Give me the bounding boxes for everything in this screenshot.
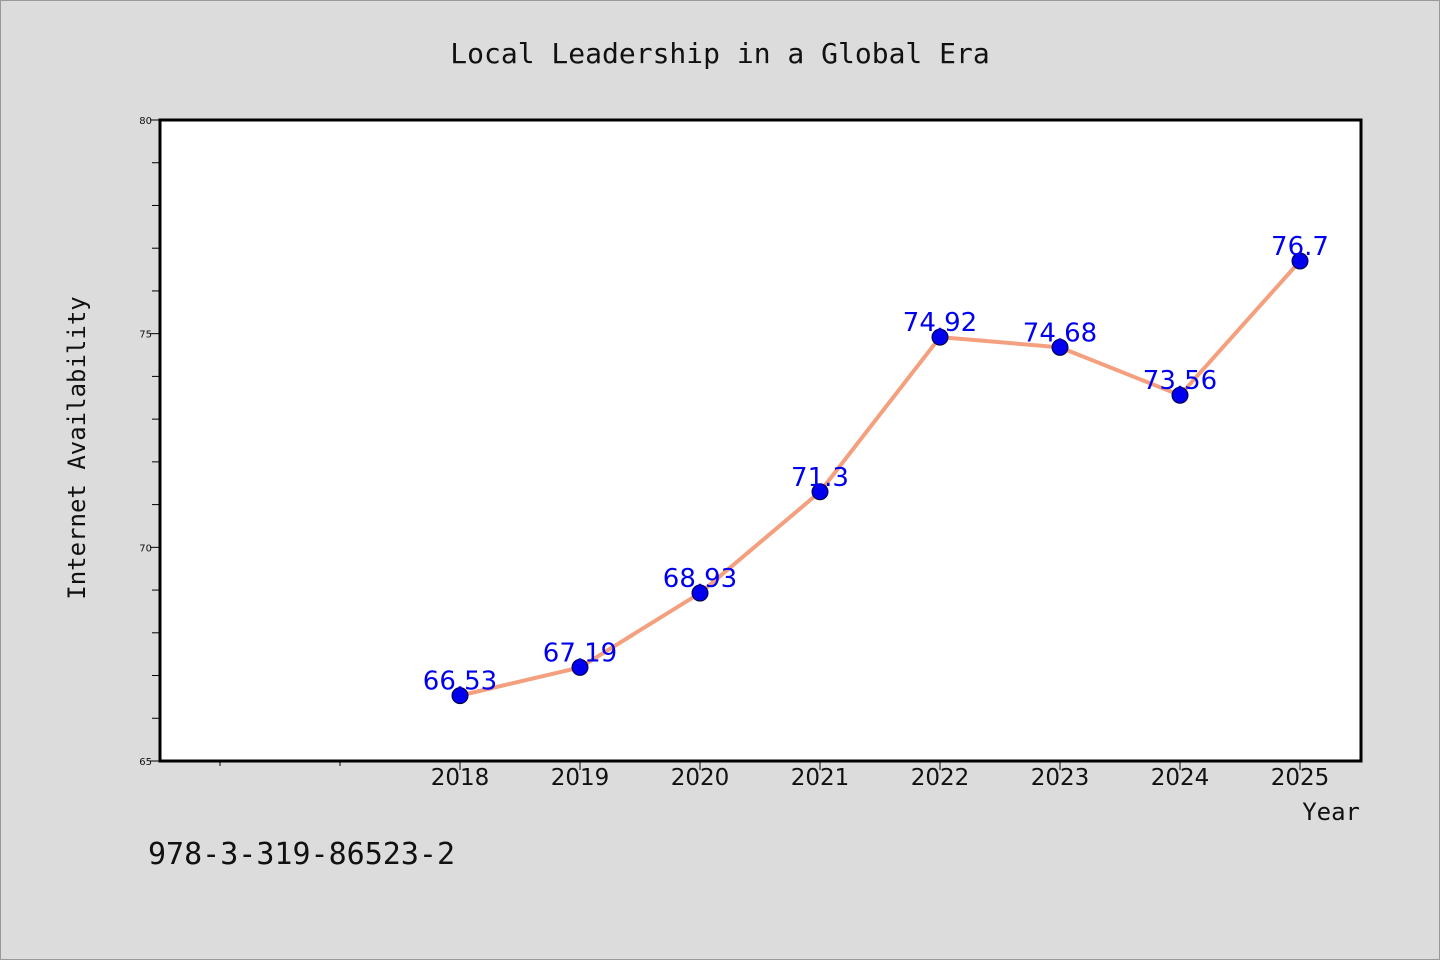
y-axis: 65 70 75 80 xyxy=(139,116,160,768)
x-tick-label: 2021 xyxy=(791,765,850,791)
data-point xyxy=(691,584,709,602)
data-label: 71.3 xyxy=(791,463,849,493)
x-tick-label: 2019 xyxy=(551,765,610,791)
data-label: 67.19 xyxy=(543,638,617,668)
x-tick-label: 2023 xyxy=(1031,765,1090,791)
data-label: 68.93 xyxy=(663,564,737,594)
series-line xyxy=(458,259,1302,698)
data-point xyxy=(571,658,589,676)
data-point xyxy=(1051,338,1069,356)
isbn-footer: 978-3-319-86523-2 xyxy=(148,837,455,872)
data-label: 76.7 xyxy=(1271,232,1329,262)
y-axis-title: Internet Availability xyxy=(63,296,91,599)
y-tick-label: 80 xyxy=(139,116,152,127)
data-label: 74.92 xyxy=(903,308,977,338)
data-point xyxy=(1291,252,1309,270)
data-label: 73.56 xyxy=(1143,366,1217,396)
x-axis-title: Year xyxy=(1302,798,1360,826)
data-point xyxy=(811,483,829,501)
data-point xyxy=(1171,386,1189,404)
y-tick-label: 65 xyxy=(139,757,152,768)
x-tick-label: 2020 xyxy=(671,765,730,791)
data-label: 66.53 xyxy=(423,667,497,697)
x-tick-label: 2022 xyxy=(911,765,970,791)
data-point xyxy=(451,687,469,705)
x-tick-label: 2025 xyxy=(1271,765,1330,791)
plot-area xyxy=(158,118,1363,763)
data-label: 74.68 xyxy=(1023,318,1097,348)
x-tick-label: 2018 xyxy=(431,765,490,791)
data-point xyxy=(931,328,949,346)
x-axis: 2018 2019 2020 2021 2022 2023 2024 2025 xyxy=(219,761,1330,791)
y-tick-label: 70 xyxy=(139,543,152,554)
chart-title: Local Leadership in a Global Era xyxy=(450,37,989,70)
y-tick-label: 75 xyxy=(139,330,152,341)
x-tick-label: 2024 xyxy=(1151,765,1210,791)
series-layer: 66.53 67.19 68.93 71.3 74.92 74.68 73.56 76.7 xyxy=(423,232,1329,705)
